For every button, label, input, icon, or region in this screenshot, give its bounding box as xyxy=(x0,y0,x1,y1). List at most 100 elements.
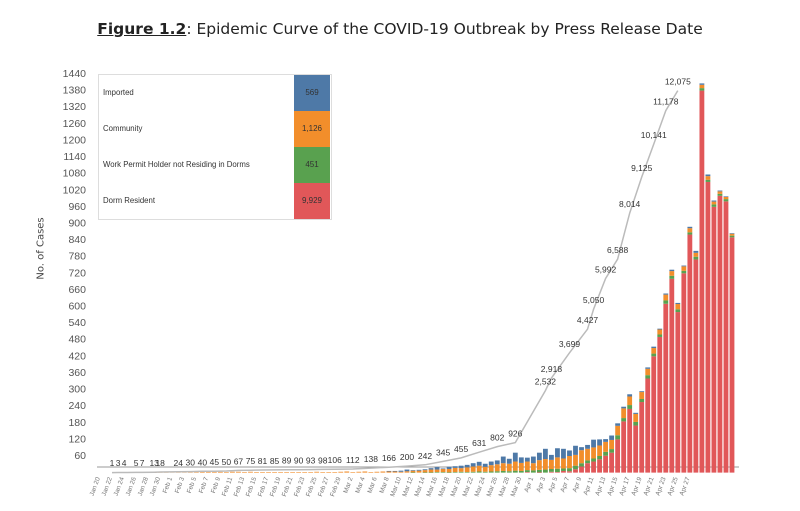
cumulative-label: 50 xyxy=(222,457,232,467)
cumulative-label: 90 xyxy=(294,456,304,466)
bar-community xyxy=(236,471,241,473)
bar-community xyxy=(693,252,699,257)
cumulative-label: 98 xyxy=(318,455,328,465)
bar-dorm xyxy=(561,470,566,473)
cumulative-label: 81 xyxy=(258,456,268,466)
bar-wp xyxy=(561,468,566,471)
cumulative-label: 2,918 xyxy=(541,364,563,374)
bar-community xyxy=(681,266,687,271)
cumulative-label: 112 xyxy=(346,455,360,465)
bar-wp xyxy=(645,375,651,379)
y-tick-label: 300 xyxy=(68,384,86,396)
bar-dorm xyxy=(536,472,542,473)
cumulative-label: 802 xyxy=(490,433,504,443)
x-tick-label: Mar 2 xyxy=(342,476,354,494)
figure-number: Figure 1.2 xyxy=(97,20,187,38)
legend-swatch-community: 1,126 xyxy=(294,111,330,147)
bar-wp xyxy=(705,179,711,182)
bar-community xyxy=(657,329,663,335)
bar-dorm xyxy=(639,402,645,473)
bar-imported xyxy=(488,461,494,466)
bar-imported xyxy=(512,452,518,462)
bar-community xyxy=(338,471,344,473)
y-tick-label: 1140 xyxy=(63,151,86,163)
cumulative-label: 30 xyxy=(186,458,196,468)
bar-community xyxy=(476,465,482,472)
y-tick-label: 780 xyxy=(68,251,86,263)
cumulative-line xyxy=(111,90,679,474)
cumulative-label: 8,014 xyxy=(619,199,641,209)
bar-imported xyxy=(530,456,536,464)
x-tick-label: Feb 1 xyxy=(162,476,174,494)
bar-imported xyxy=(717,190,723,192)
x-tick-label: Apr 3 xyxy=(535,476,547,493)
bar-dorm xyxy=(657,336,663,473)
bar-imported xyxy=(464,464,470,468)
bar-imported xyxy=(422,469,428,471)
bar-community xyxy=(651,348,657,354)
bar-community xyxy=(542,459,548,470)
cumulative-label: 5,992 xyxy=(595,265,617,275)
bar-imported xyxy=(446,466,452,470)
bar-community xyxy=(621,408,627,419)
bar-imported xyxy=(549,454,554,460)
bar-wp xyxy=(711,204,717,207)
bar-community xyxy=(302,472,308,473)
bar-imported xyxy=(663,293,669,295)
bar-imported xyxy=(579,447,584,451)
bar-community xyxy=(675,304,681,310)
bar-wp xyxy=(597,456,602,460)
bar-wp xyxy=(494,471,500,473)
bar-community xyxy=(416,470,422,473)
bar-imported xyxy=(536,452,542,461)
cumulative-label: 12,075 xyxy=(665,77,691,87)
bar-community xyxy=(518,462,524,471)
bar-imported xyxy=(542,448,548,460)
cumulative-label: 926 xyxy=(508,429,522,439)
bar-dorm xyxy=(615,439,621,473)
cumulative-label: 3,699 xyxy=(559,339,581,349)
y-tick-label: 900 xyxy=(68,217,86,229)
bar-wp xyxy=(512,470,518,473)
bar-wp xyxy=(458,471,464,473)
bar-wp xyxy=(633,421,639,426)
bar-wp xyxy=(591,458,596,462)
cumulative-label: 3 xyxy=(116,458,121,468)
y-tick-label: 1320 xyxy=(63,101,87,113)
cumulative-label: 45 xyxy=(210,457,220,467)
bar-community xyxy=(278,472,283,473)
bar-imported xyxy=(669,269,675,272)
bar-imported xyxy=(440,468,446,470)
bar-imported xyxy=(398,470,404,472)
bar-dorm xyxy=(573,469,578,473)
bar-dorm xyxy=(597,459,602,473)
cumulative-label: 138 xyxy=(364,454,378,464)
y-tick-label: 420 xyxy=(68,350,86,362)
bar-community xyxy=(585,448,590,461)
bar-imported xyxy=(500,456,506,464)
bar-imported xyxy=(627,394,633,397)
cumulative-label: 455 xyxy=(454,444,468,454)
y-tick-label: 1080 xyxy=(63,168,87,180)
bar-imported xyxy=(729,233,735,234)
legend-swatch-work-permit: 451 xyxy=(294,147,330,183)
bar-wp xyxy=(687,232,693,235)
bar-wp xyxy=(422,472,428,473)
bar-community xyxy=(446,469,452,473)
legend-item-work-permit: Work Permit Holder not Residing in Dorms… xyxy=(99,147,331,183)
bar-imported xyxy=(392,470,398,472)
bar-imported xyxy=(410,470,416,471)
cumulative-label: 89 xyxy=(282,456,292,466)
bar-wp xyxy=(579,463,584,467)
bar-wp xyxy=(699,88,705,91)
y-tick-label: 1020 xyxy=(63,184,87,196)
bar-dorm xyxy=(627,408,633,473)
cumulative-label: 5,050 xyxy=(583,295,605,305)
bar-imported xyxy=(603,439,609,442)
x-tick-label: Apr 7 xyxy=(559,476,571,493)
bar-dorm xyxy=(663,303,669,473)
bar-wp xyxy=(524,470,530,473)
bar-community xyxy=(573,454,578,466)
y-tick-label: 360 xyxy=(68,367,86,379)
bar-imported xyxy=(687,226,693,229)
